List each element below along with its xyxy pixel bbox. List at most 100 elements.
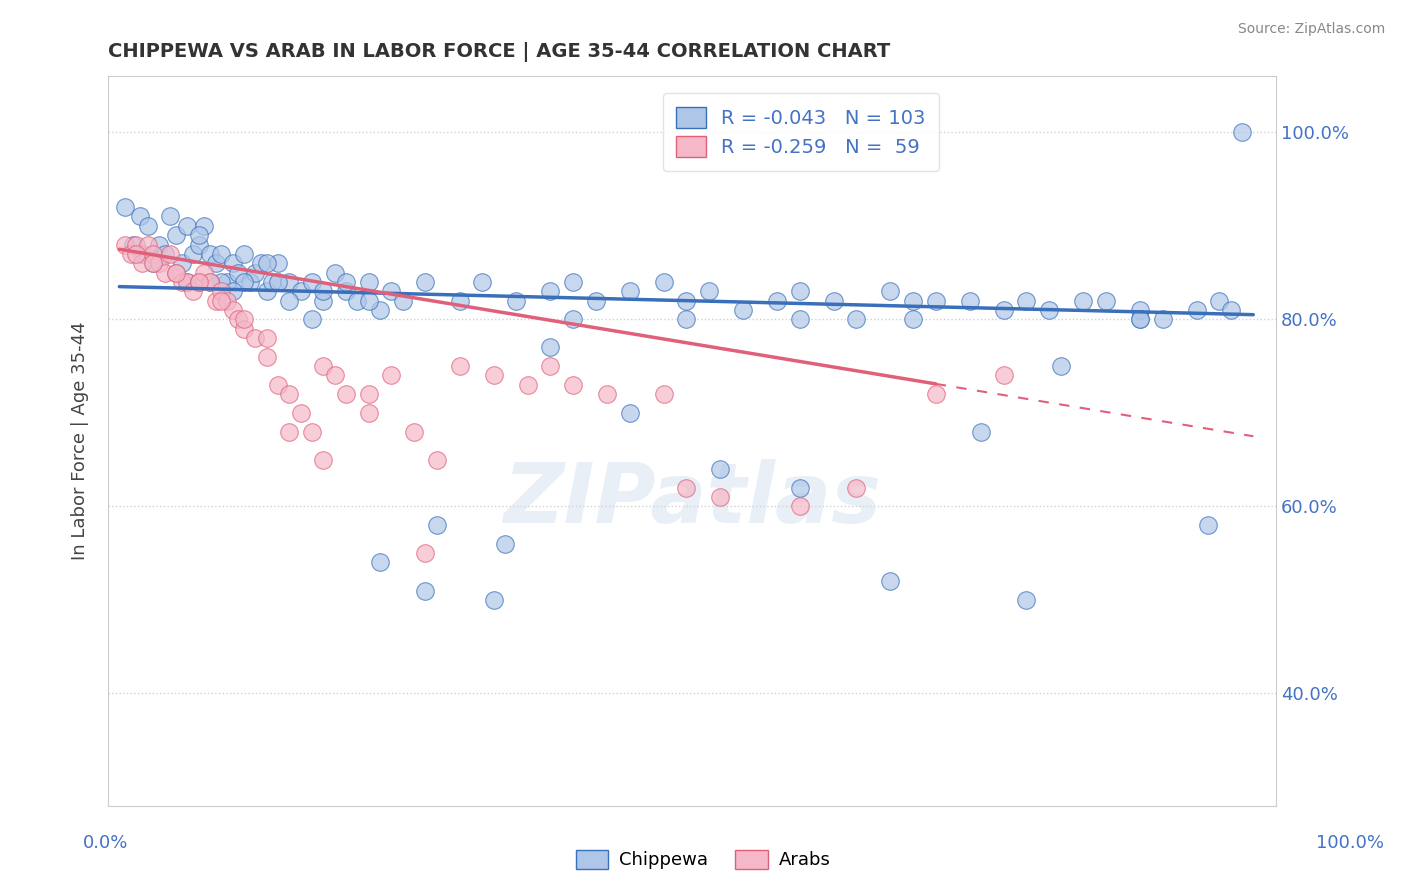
Point bbox=[1208, 293, 1230, 308]
Point bbox=[239, 275, 262, 289]
Point bbox=[267, 256, 290, 270]
Point bbox=[256, 350, 278, 364]
Point bbox=[993, 303, 1015, 318]
Point bbox=[415, 275, 437, 289]
Point bbox=[222, 285, 245, 299]
Point bbox=[993, 368, 1015, 383]
Point bbox=[165, 266, 187, 280]
Point bbox=[323, 266, 346, 280]
Point bbox=[198, 275, 221, 289]
Point bbox=[415, 546, 437, 560]
Point bbox=[153, 266, 176, 280]
Point bbox=[346, 293, 368, 308]
Point bbox=[125, 237, 148, 252]
Point bbox=[193, 266, 215, 280]
Legend: R = -0.043   N = 103, R = -0.259   N =  59: R = -0.043 N = 103, R = -0.259 N = 59 bbox=[662, 94, 939, 170]
Point bbox=[148, 256, 170, 270]
Point bbox=[845, 312, 868, 326]
Point bbox=[675, 312, 697, 326]
Point bbox=[766, 293, 789, 308]
Point bbox=[128, 210, 150, 224]
Point bbox=[142, 247, 165, 261]
Point bbox=[1071, 293, 1094, 308]
Point bbox=[209, 275, 232, 289]
Point bbox=[697, 285, 720, 299]
Point bbox=[357, 275, 380, 289]
Point bbox=[1095, 293, 1118, 308]
Point bbox=[335, 387, 357, 401]
Point bbox=[198, 247, 221, 261]
Point bbox=[731, 303, 754, 318]
Point bbox=[153, 247, 176, 261]
Point bbox=[136, 219, 159, 233]
Point bbox=[131, 247, 153, 261]
Point bbox=[233, 247, 256, 261]
Point bbox=[176, 219, 198, 233]
Point bbox=[449, 293, 471, 308]
Point bbox=[278, 387, 301, 401]
Point bbox=[789, 481, 811, 495]
Point bbox=[1129, 312, 1152, 326]
Point bbox=[170, 256, 193, 270]
Point bbox=[596, 387, 619, 401]
Point bbox=[1129, 303, 1152, 318]
Text: 100.0%: 100.0% bbox=[1316, 834, 1384, 852]
Point bbox=[404, 425, 426, 439]
Point bbox=[312, 285, 335, 299]
Point bbox=[222, 256, 245, 270]
Point bbox=[585, 293, 607, 308]
Point bbox=[505, 293, 527, 308]
Point bbox=[198, 275, 221, 289]
Point bbox=[233, 321, 256, 335]
Point bbox=[494, 537, 516, 551]
Y-axis label: In Labor Force | Age 35-44: In Labor Force | Age 35-44 bbox=[72, 322, 89, 560]
Point bbox=[789, 500, 811, 514]
Point bbox=[176, 275, 198, 289]
Point bbox=[675, 293, 697, 308]
Point bbox=[970, 425, 993, 439]
Point bbox=[181, 285, 204, 299]
Point bbox=[879, 574, 901, 589]
Point bbox=[267, 275, 290, 289]
Point bbox=[215, 293, 238, 308]
Point bbox=[301, 425, 323, 439]
Point bbox=[561, 377, 583, 392]
Point bbox=[415, 583, 437, 598]
Point bbox=[209, 247, 232, 261]
Point bbox=[278, 275, 301, 289]
Point bbox=[278, 425, 301, 439]
Point bbox=[222, 303, 245, 318]
Point bbox=[380, 285, 402, 299]
Point bbox=[193, 219, 215, 233]
Point bbox=[120, 247, 142, 261]
Point bbox=[380, 368, 402, 383]
Point bbox=[204, 256, 226, 270]
Point bbox=[312, 293, 335, 308]
Point bbox=[619, 285, 641, 299]
Point bbox=[170, 275, 193, 289]
Point bbox=[538, 285, 561, 299]
Point bbox=[233, 275, 256, 289]
Point bbox=[789, 312, 811, 326]
Point bbox=[187, 237, 209, 252]
Point bbox=[267, 377, 290, 392]
Point bbox=[187, 228, 209, 243]
Point bbox=[1015, 293, 1038, 308]
Point bbox=[256, 285, 278, 299]
Point bbox=[256, 256, 278, 270]
Point bbox=[290, 406, 312, 420]
Point bbox=[250, 256, 273, 270]
Point bbox=[789, 285, 811, 299]
Point bbox=[159, 210, 181, 224]
Point bbox=[125, 247, 148, 261]
Point bbox=[159, 247, 181, 261]
Point bbox=[538, 340, 561, 354]
Text: ZIPatlas: ZIPatlas bbox=[503, 458, 882, 540]
Point bbox=[131, 256, 153, 270]
Point bbox=[925, 293, 948, 308]
Point bbox=[181, 247, 204, 261]
Point bbox=[312, 359, 335, 373]
Point bbox=[959, 293, 981, 308]
Point bbox=[335, 285, 357, 299]
Point bbox=[619, 406, 641, 420]
